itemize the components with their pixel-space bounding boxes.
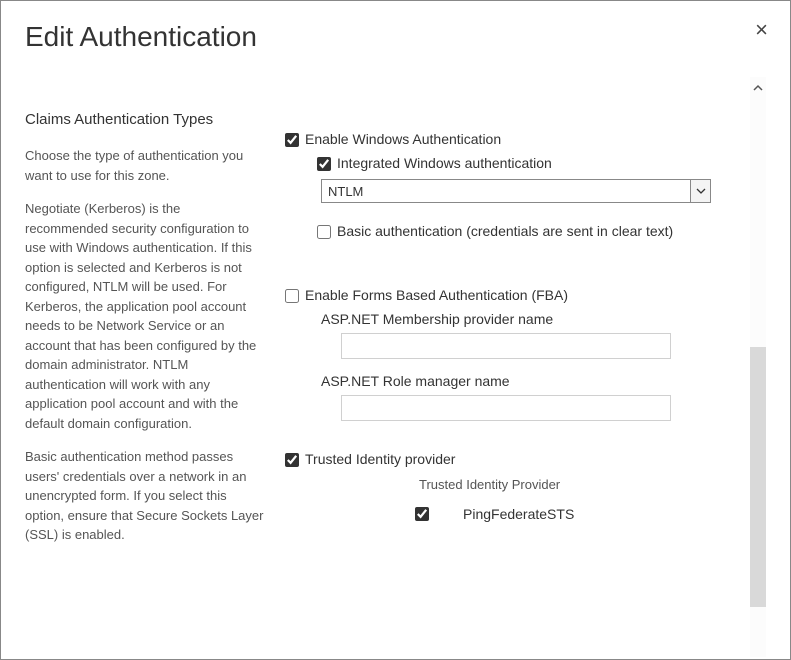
scroll-up-icon[interactable] bbox=[750, 77, 766, 99]
trusted-identity-checkbox[interactable] bbox=[285, 453, 299, 467]
trusted-identity-label: Trusted Identity provider bbox=[305, 451, 455, 467]
role-manager-input[interactable] bbox=[341, 395, 671, 421]
basic-auth-label: Basic authentication (credentials are se… bbox=[337, 223, 673, 239]
fba-checkbox[interactable] bbox=[285, 289, 299, 303]
scrollbar-thumb[interactable] bbox=[750, 347, 766, 607]
enable-windows-auth-label: Enable Windows Authentication bbox=[305, 131, 501, 147]
trusted-identity-row: Trusted Identity provider bbox=[285, 451, 766, 467]
trusted-provider-item: PingFederateSTS bbox=[415, 506, 766, 522]
auth-method-value: NTLM bbox=[322, 184, 690, 199]
vertical-scrollbar[interactable] bbox=[750, 77, 766, 657]
section-heading: Claims Authentication Types bbox=[25, 111, 265, 128]
description-text: Choose the type of authentication you wa… bbox=[25, 146, 265, 185]
dialog-title: Edit Authentication bbox=[25, 21, 766, 53]
basic-auth-row: Basic authentication (credentials are se… bbox=[317, 223, 766, 239]
dialog-content: Claims Authentication Types Choose the t… bbox=[25, 77, 766, 635]
trusted-provider-checkbox[interactable] bbox=[415, 507, 429, 521]
enable-windows-auth-checkbox[interactable] bbox=[285, 133, 299, 147]
enable-windows-auth-row: Enable Windows Authentication bbox=[285, 131, 766, 147]
trusted-provider-label: PingFederateSTS bbox=[463, 506, 574, 522]
trusted-identity-subheader: Trusted Identity Provider bbox=[419, 477, 766, 492]
options-panel: Enable Windows Authentication Integrated… bbox=[285, 77, 766, 635]
role-manager-label: ASP.NET Role manager name bbox=[321, 373, 766, 389]
edit-authentication-dialog: Edit Authentication × Claims Authenticat… bbox=[1, 1, 790, 659]
membership-provider-label: ASP.NET Membership provider name bbox=[321, 311, 766, 327]
integrated-windows-auth-checkbox[interactable] bbox=[317, 157, 331, 171]
auth-method-dropdown[interactable]: NTLM bbox=[321, 179, 711, 203]
basic-auth-checkbox[interactable] bbox=[317, 225, 331, 239]
fba-row: Enable Forms Based Authentication (FBA) bbox=[285, 287, 766, 303]
membership-provider-input[interactable] bbox=[341, 333, 671, 359]
integrated-windows-auth-row: Integrated Windows authentication bbox=[317, 155, 766, 171]
description-text: Negotiate (Kerberos) is the recommended … bbox=[25, 199, 265, 433]
chevron-down-icon bbox=[690, 180, 710, 202]
description-text: Basic authentication method passes users… bbox=[25, 447, 265, 545]
integrated-windows-auth-label: Integrated Windows authentication bbox=[337, 155, 552, 171]
close-button[interactable]: × bbox=[755, 19, 768, 41]
description-panel: Claims Authentication Types Choose the t… bbox=[25, 77, 285, 635]
fba-label: Enable Forms Based Authentication (FBA) bbox=[305, 287, 568, 303]
